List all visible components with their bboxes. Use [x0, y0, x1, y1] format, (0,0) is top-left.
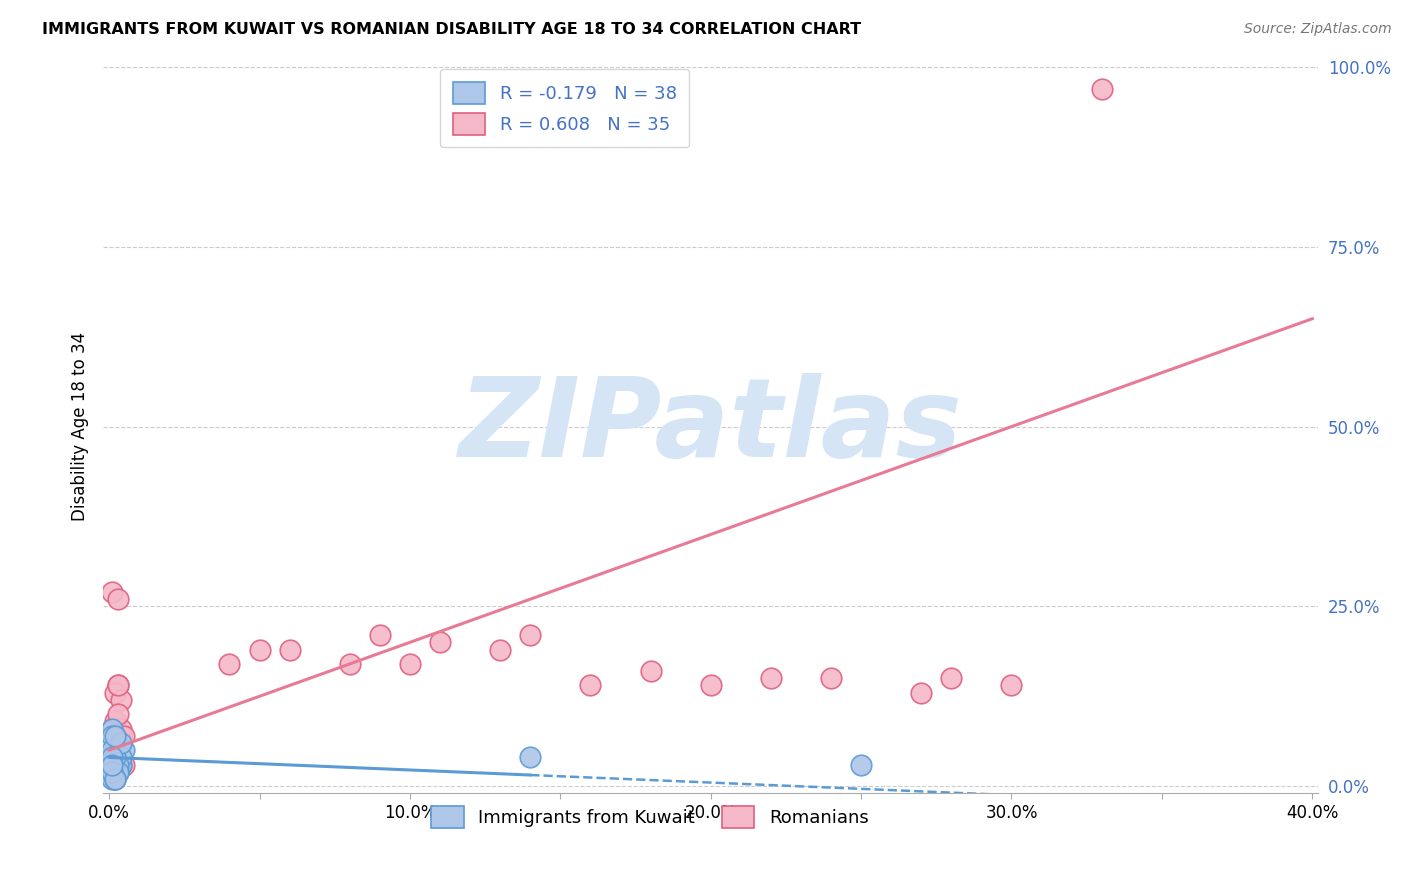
Point	[104, 772, 127, 786]
Point	[112, 729, 135, 743]
Point	[101, 757, 124, 772]
Point	[101, 722, 124, 736]
Point	[104, 764, 127, 779]
Point	[849, 757, 872, 772]
Point	[249, 642, 271, 657]
Point	[107, 729, 129, 743]
Text: ZIPatlas: ZIPatlas	[458, 373, 963, 480]
Text: Source: ZipAtlas.com: Source: ZipAtlas.com	[1244, 22, 1392, 37]
Point	[107, 764, 129, 779]
Point	[104, 729, 127, 743]
Point	[112, 743, 135, 757]
Point	[941, 671, 963, 685]
Point	[101, 585, 124, 599]
Point	[101, 764, 124, 779]
Point	[1000, 678, 1022, 692]
Point	[110, 736, 132, 750]
Point	[101, 772, 124, 786]
Point	[101, 729, 124, 743]
Point	[218, 657, 240, 671]
Point	[104, 729, 127, 743]
Point	[278, 642, 301, 657]
Point	[107, 757, 129, 772]
Point	[107, 678, 129, 692]
Point	[104, 686, 127, 700]
Point	[107, 764, 129, 779]
Text: IMMIGRANTS FROM KUWAIT VS ROMANIAN DISABILITY AGE 18 TO 34 CORRELATION CHART: IMMIGRANTS FROM KUWAIT VS ROMANIAN DISAB…	[42, 22, 862, 37]
Point	[1091, 81, 1114, 95]
Point	[104, 736, 127, 750]
Point	[107, 707, 129, 722]
Point	[104, 743, 127, 757]
Point	[579, 678, 602, 692]
Point	[910, 686, 932, 700]
Point	[110, 722, 132, 736]
Point	[429, 635, 451, 649]
Point	[101, 764, 124, 779]
Point	[110, 757, 132, 772]
Point	[110, 729, 132, 743]
Point	[110, 750, 132, 764]
Point	[519, 628, 541, 642]
Point	[101, 722, 124, 736]
Point	[107, 764, 129, 779]
Point	[110, 693, 132, 707]
Point	[104, 772, 127, 786]
Point	[101, 764, 124, 779]
Point	[112, 757, 135, 772]
Legend: Immigrants from Kuwait, Romanians: Immigrants from Kuwait, Romanians	[425, 799, 876, 836]
Point	[101, 757, 124, 772]
Point	[101, 729, 124, 743]
Point	[107, 592, 129, 607]
Point	[101, 743, 124, 757]
Point	[101, 764, 124, 779]
Point	[104, 757, 127, 772]
Point	[399, 657, 422, 671]
Point	[519, 750, 541, 764]
Point	[104, 743, 127, 757]
Y-axis label: Disability Age 18 to 34: Disability Age 18 to 34	[72, 332, 89, 521]
Point	[101, 757, 124, 772]
Point	[640, 664, 662, 678]
Point	[101, 750, 124, 764]
Point	[107, 678, 129, 692]
Point	[820, 671, 842, 685]
Point	[489, 642, 512, 657]
Point	[104, 750, 127, 764]
Point	[699, 678, 721, 692]
Point	[339, 657, 361, 671]
Point	[104, 772, 127, 786]
Point	[110, 757, 132, 772]
Point	[368, 628, 391, 642]
Point	[107, 764, 129, 779]
Point	[107, 750, 129, 764]
Point	[104, 743, 127, 757]
Point	[104, 750, 127, 764]
Point	[104, 757, 127, 772]
Point	[104, 714, 127, 729]
Point	[759, 671, 782, 685]
Point	[101, 750, 124, 764]
